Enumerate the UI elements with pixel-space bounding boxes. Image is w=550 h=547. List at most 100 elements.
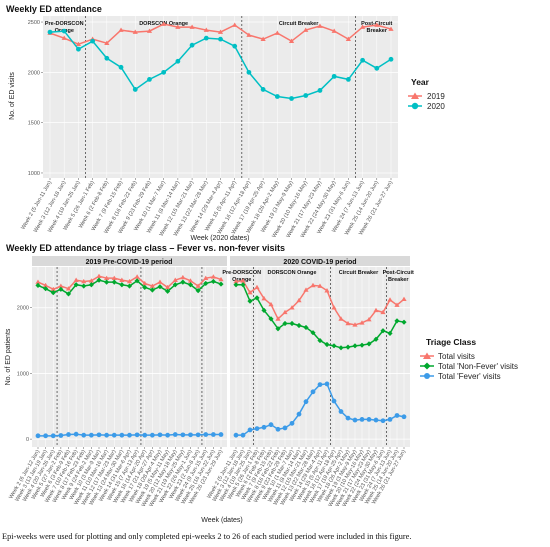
bottom-y-tick-label: 1000 [17,371,29,377]
bottom-2020-covid-19-period-total-fever-visits-point [352,417,358,423]
bottom-2019-pre-covid-19-period-total-fever-visits-point [81,432,87,438]
top-2020-point [345,76,351,82]
bottom-2019-pre-covid-19-period-total-non-fever-visits-point [35,282,41,288]
bottom-2020-covid-19-period-total-non-fever-visits-point [261,307,267,313]
bottom-2020-covid-19-period-total-non-fever-visits-point [296,322,302,329]
bottom-2020-covid-19-period-total-visits-point [366,316,372,322]
top-2019-series [47,21,394,46]
bottom-2019-pre-covid-19-period-total-visits-point [96,273,102,278]
top-y-tick-label: 2000 [28,70,40,76]
bottom-series-group [35,273,407,439]
bottom-2020-covid-19-period-total-visits-point [296,297,302,303]
bottom-2019-pre-covid-19-period-total-non-fever-visits-point [203,280,209,287]
bottom-y-tick-label: 0 [26,437,29,443]
bottom-x-ticks: Week 2 (6 Jan-12 Jan)Week 3 (13 Jan-19 J… [8,447,407,508]
bottom-2019-pre-covid-19-period-total-non-fever-visits-point [210,278,216,285]
bottom-2019-pre-covid-19-period-total-visits-point [187,278,194,283]
top-2020-point [61,28,67,34]
bottom-2019-pre-covid-19-period-total-visits-point [180,274,186,280]
bottom-2019-pre-covid-19-period-total-visits-point [58,283,64,288]
bottom-2020-covid-19-period-total-non-fever-visits-point [394,318,400,324]
bottom-2020-covid-19-period-total-fever-visits-point [282,425,288,431]
facet-label-2020: 2020 COVID-19 period [283,259,356,266]
bottom-2019-pre-covid-19-period-total-non-fever-visits-point [119,282,125,288]
bottom-2019-pre-covid-19-period-total-visits-point [104,275,110,280]
bottom-2020-covid-19-period-total-non-fever-visits-point [317,337,323,344]
bottom-2020-covid-19-period-total-visits-point [261,295,267,301]
bottom-2020-covid-19-period-total-fever-visits-point [394,413,400,418]
bottom-2019-pre-covid-19-period-total-visits-point [218,276,224,282]
legend-triangle-total [423,352,431,359]
top-2019-point [61,35,67,40]
bottom-2020-covid-19-period-total-visits-point [394,302,400,307]
bottom-2020-covid-19-period-total-visits-point [324,288,330,293]
figure-caption: Epi-weeks were used for plotting and onl… [2,532,412,541]
bottom-2020-covid-19-period-total-visits-point [331,305,337,310]
bottom-2020-covid-19-period-total-fever-visits-point [254,426,260,432]
top-2020-point [374,65,380,71]
top-2019-point [303,27,309,32]
bottom-2019-pre-covid-19-period-total-fever-visits-point [96,432,102,438]
bottom-2020-covid-19-period-total-non-fever-visits-point [401,319,407,325]
top-phase-label: Circuit Breaker [279,21,319,27]
bottom-2019-pre-covid-19-period-total-non-fever-visits-point [172,282,178,288]
bottom-2020-covid-19-period-total-fever-visits-point [324,381,330,387]
top-2020-point [289,96,294,101]
bottom-2020-covid-19-period-total-non-fever-visits-point [373,336,379,342]
bottom-2019-pre-covid-19-period-total-non-fever-visits-point [96,277,102,283]
bottom-phase-label: DORSCON Orange [268,270,317,276]
bottom-phase-label: Orange [232,277,251,283]
top-2020-point [118,64,124,70]
top-2020-point [246,69,252,75]
bottom-2020-covid-19-period-total-non-fever-visits-point [310,330,316,336]
bottom-2019-pre-covid-19-period-total-fever-visits-point [50,433,56,439]
bottom-2020-covid-19-period-total-visits-point [338,316,344,321]
bottom-2019-pre-covid-19-period-total-fever-visits-point [104,432,110,438]
bottom-2019-pre-covid-19-period-total-fever-visits-point [88,432,94,438]
bottom-2019-pre-covid-19-period-total-visits-point [88,278,94,283]
top-2020-point [232,43,238,49]
top-2019-point [331,28,337,33]
top-y-axis-label: No. of ED visits [9,72,16,120]
top-2019-point [260,36,266,41]
bottom-2020-covid-19-period-total-fever-visits-point [373,417,379,423]
bottom-2019-pre-covid-19-period-total-non-fever-visits-point [73,282,79,288]
bottom-2019-pre-covid-19-period-total-non-fever-visits-point [88,282,94,288]
top-2020-point [331,73,337,79]
bottom-2019-pre-covid-19-period-total-fever-visits-point [35,433,41,439]
bottom-2020-covid-19-period-total-visits-point [310,282,316,288]
top-x-axis-label: Week (2020 dates) [190,235,249,242]
bottom-2019-pre-covid-19-period-total-non-fever-visits-point [187,282,194,288]
top-2020-point [203,35,209,41]
bottom-2019-pre-covid-19-period-total-fever-visits-point [43,433,49,439]
bottom-2020-covid-19-period-total-non-fever-visits-point [331,343,337,349]
facet-strip-2019 [32,256,227,266]
bottom-2019-pre-covid-19-period-total-fever-visits-point [66,432,71,437]
top-phase-label: Pre-DORSCON [45,21,84,27]
bottom-2019-pre-covid-19-period-total-fever-visits-point [73,431,79,437]
top-2019-point [104,40,110,45]
top-2019-point [75,41,82,46]
bottom-2019-pre-covid-19-period-total-visits-point [149,283,155,288]
bottom-2019-pre-covid-19-period-total-non-fever-visits-point [218,281,224,287]
bottom-chart-title: Weekly ED attendance by triage class – F… [6,243,285,253]
top-2019-point [317,23,323,28]
bottom-2020-covid-19-period-total-fever-visits-point [345,415,351,421]
top-phase-label: Breaker [366,28,387,34]
bottom-2020-covid-19-period-total-visits-point [275,316,281,321]
bottom-2020-covid-19-period-total-fever-visits-point [317,382,323,387]
bottom-2019-pre-covid-19-period-total-fever-visits-point [172,432,178,437]
top-2020-point [189,42,195,48]
bottom-2019-pre-covid-19-period-total-non-fever-visits-point [111,279,117,285]
bottom-2020-covid-19-period-total-visits-point [359,320,365,325]
bottom-2019-pre-covid-19-period-total-non-fever-visits-point [50,290,56,296]
bottom-2020-covid-19-period-total-visits-series [233,278,407,327]
top-2020-point [303,93,309,98]
bottom-2020-covid-19-period-total-non-fever-visits-point [366,341,372,347]
bottom-2019-pre-covid-19-period-total-visits-point [81,278,87,284]
top-2019-point [146,28,153,33]
top-series-group [47,21,394,101]
bottom-gridlines [32,267,410,447]
top-2020-point [260,87,266,92]
bottom-y-tick-label: 2000 [17,306,29,312]
